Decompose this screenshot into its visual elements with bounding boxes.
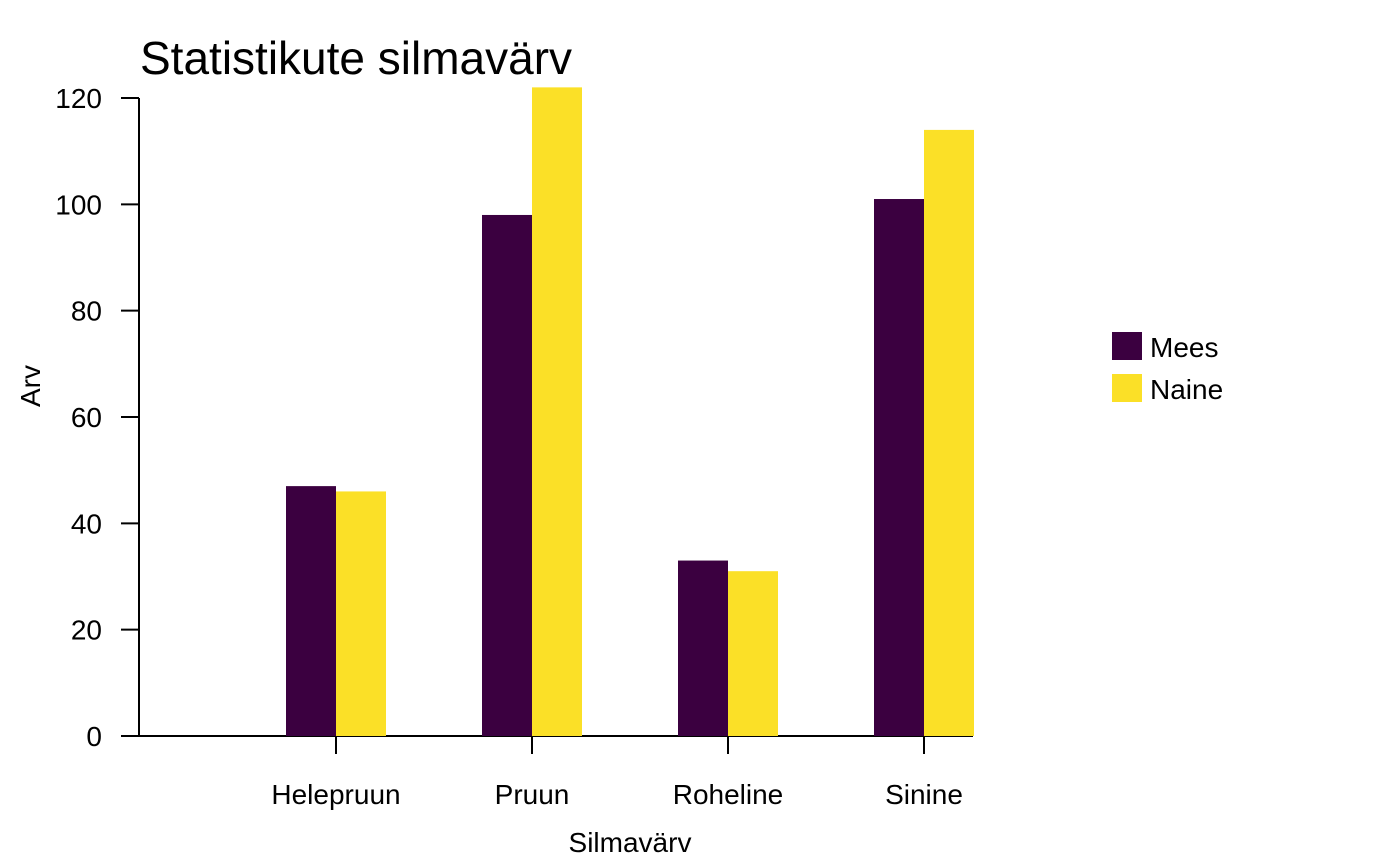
y-tick-label: 20 <box>71 615 102 646</box>
legend-swatch-mees <box>1112 332 1142 360</box>
bar-mees-helepruun <box>286 486 336 736</box>
x-tick-label: Pruun <box>495 779 570 810</box>
y-ticks: 0 20 40 60 80 100 120 <box>55 83 139 752</box>
legend-swatch-naine <box>1112 374 1142 402</box>
bar-naine-roheline <box>728 571 778 736</box>
chart-title: Statistikute silmavärv <box>140 32 572 84</box>
legend: Mees Naine <box>1112 332 1223 405</box>
y-tick-label: 0 <box>86 721 102 752</box>
y-axis-label: Arv <box>15 365 46 407</box>
y-tick-label: 100 <box>55 189 102 220</box>
x-ticks: Helepruun Pruun Roheline Sinine <box>271 736 963 810</box>
x-tick-label: Sinine <box>885 779 963 810</box>
bar-mees-sinine <box>874 199 924 736</box>
y-tick-label: 40 <box>71 508 102 539</box>
bars <box>286 87 974 736</box>
legend-label-mees: Mees <box>1150 332 1218 363</box>
y-axis: 0 20 40 60 80 100 120 <box>55 83 140 752</box>
bar-mees-pruun <box>482 214 532 736</box>
bar-naine-sinine <box>924 129 974 736</box>
y-tick-label: 80 <box>71 296 102 327</box>
x-tick-label: Helepruun <box>271 779 400 810</box>
bar-mees-roheline <box>678 560 728 736</box>
y-tick-label: 60 <box>71 402 102 433</box>
legend-label-naine: Naine <box>1150 374 1223 405</box>
x-axis: Helepruun Pruun Roheline Sinine <box>139 735 973 810</box>
x-tick-label: Roheline <box>673 779 784 810</box>
x-axis-label: Silmavärv <box>569 827 692 858</box>
y-tick-label: 120 <box>55 83 102 114</box>
bar-naine-helepruun <box>336 491 386 736</box>
bar-naine-pruun <box>532 87 582 736</box>
